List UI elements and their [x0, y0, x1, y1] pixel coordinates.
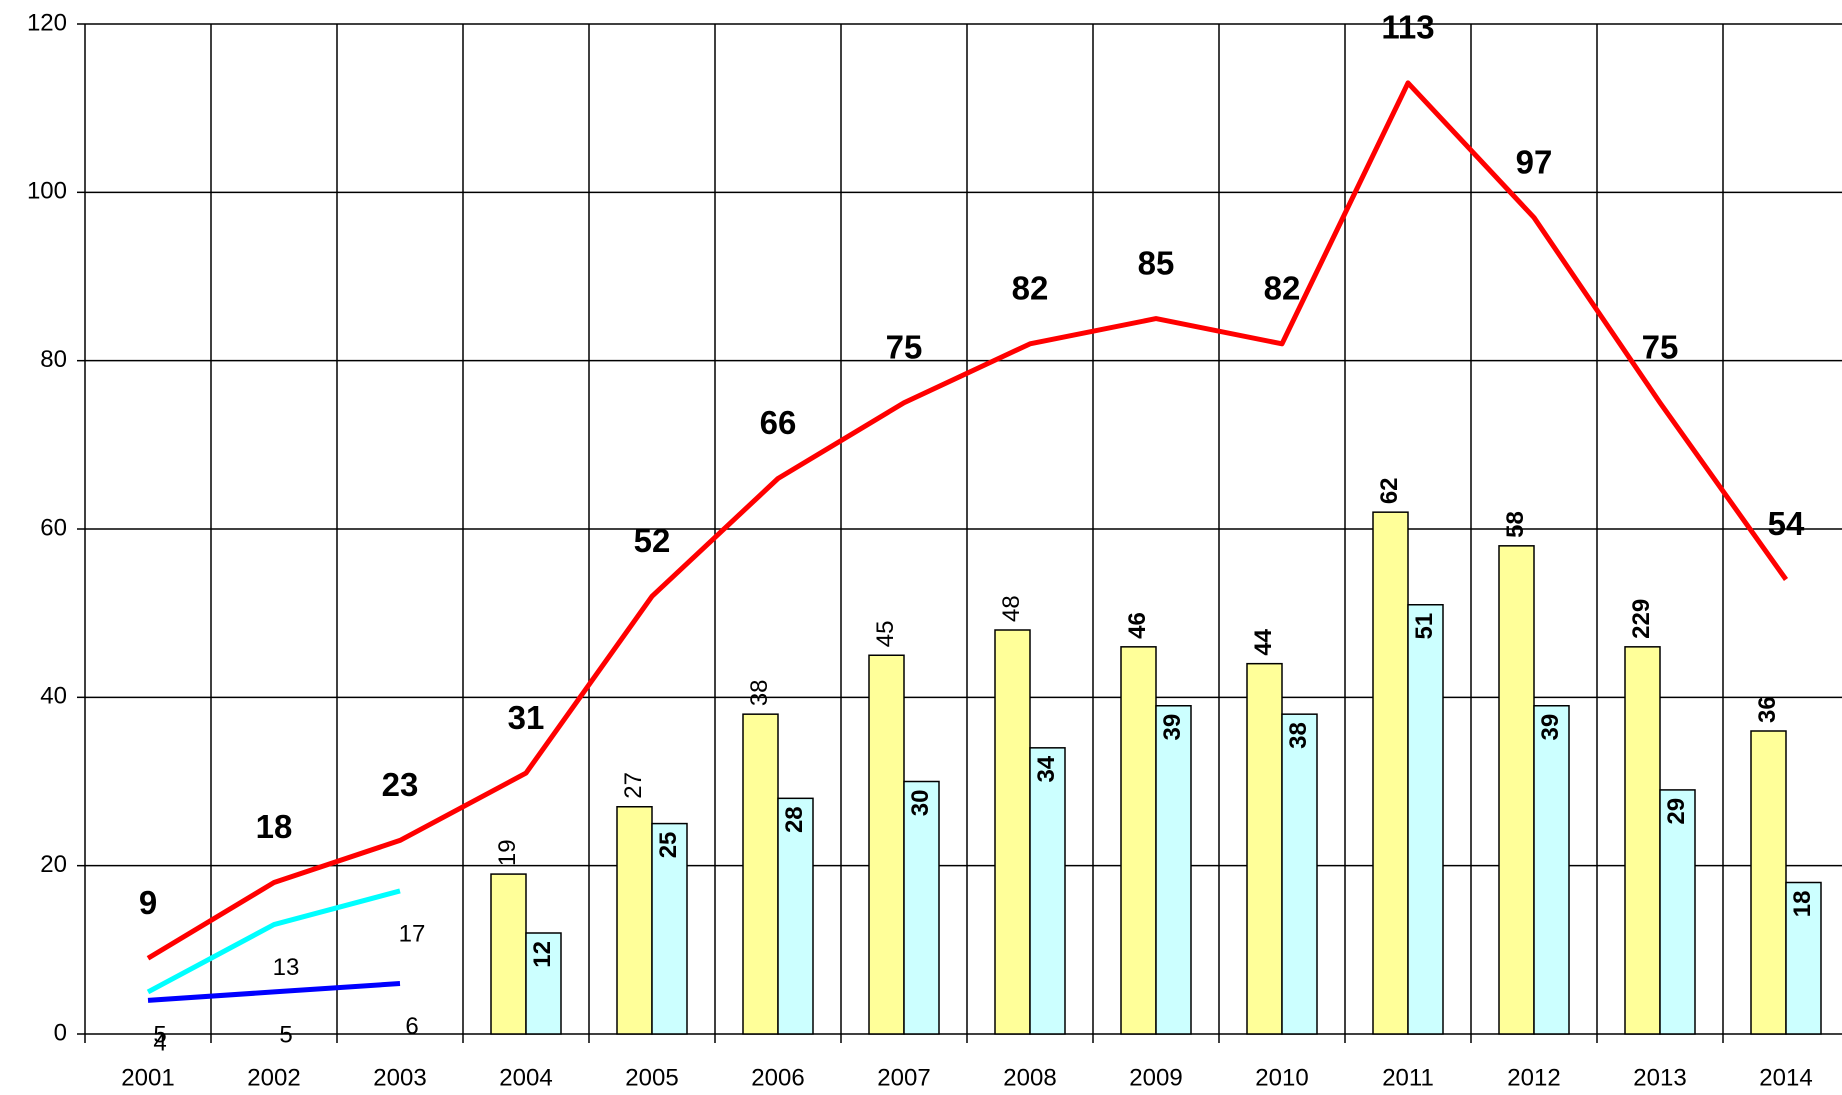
y-tick-label: 20: [40, 851, 67, 878]
line-value-label: 82: [1012, 270, 1049, 307]
bar: [1120, 646, 1157, 1035]
line: [146, 80, 1789, 961]
y-tick-label: 60: [40, 514, 67, 541]
line-value-label: 23: [382, 766, 419, 803]
y-tick-label: 100: [27, 178, 67, 205]
line-value-label: 97: [1516, 143, 1553, 180]
line-value-label: 85: [1138, 244, 1175, 281]
bar-value-label: 62: [1376, 477, 1403, 504]
line: [146, 888, 401, 995]
bar: [651, 822, 688, 1035]
bar-value-label: 58: [1502, 511, 1529, 538]
line-value-label: 5: [279, 1021, 292, 1048]
line-value-label: 13: [273, 954, 300, 981]
bar-value-label: 36: [1754, 696, 1781, 723]
x-tick-label: 2002: [247, 1064, 300, 1091]
x-tick-label: 2014: [1759, 1064, 1812, 1091]
x-tick-label: 2001: [121, 1064, 174, 1091]
bar-value-label: 18: [1789, 891, 1816, 918]
bar: [903, 780, 940, 1035]
line-value-label: 6: [405, 1013, 418, 1040]
line-value-label: 66: [760, 404, 797, 441]
line-value-label: 75: [1642, 328, 1679, 365]
bar-value-label: 38: [1285, 722, 1312, 749]
bar-value-label: 46: [1124, 612, 1151, 639]
bar: [1785, 881, 1822, 1035]
line-value-label: 54: [1768, 505, 1805, 542]
line-value-label: 82: [1264, 270, 1301, 307]
x-tick-label: 2011: [1382, 1064, 1434, 1091]
x-tick-label: 2004: [499, 1064, 552, 1091]
bar: [490, 873, 527, 1035]
line-value-label: 18: [256, 808, 293, 845]
bar-value-label: 29: [1663, 798, 1690, 825]
bar-value-label: 39: [1537, 714, 1564, 741]
line-value-label: 75: [886, 328, 923, 365]
x-tick-label: 2013: [1633, 1064, 1686, 1091]
bar: [525, 932, 562, 1035]
bar: [1155, 705, 1192, 1035]
y-tick-label: 80: [40, 346, 67, 373]
bar: [742, 713, 779, 1035]
bar: [1533, 705, 1570, 1035]
bar-value-label: 28: [781, 806, 808, 833]
bar: [994, 629, 1031, 1035]
x-tick-label: 2012: [1507, 1064, 1560, 1091]
line-value-label: 4: [153, 1030, 166, 1057]
bar-value-label: 34: [1033, 755, 1060, 782]
bar-value-label: 30: [907, 790, 934, 817]
bar-value-label: 39: [1159, 714, 1186, 741]
bar-value-label: 229: [1628, 599, 1655, 639]
bar-value-label: 19: [494, 839, 521, 866]
line-value-label: 113: [1381, 9, 1434, 46]
bar: [1659, 789, 1696, 1035]
bar-value-label: 48: [998, 595, 1025, 622]
bar-value-label: 27: [620, 772, 647, 799]
x-tick-label: 2005: [625, 1064, 678, 1091]
x-tick-label: 2007: [877, 1064, 930, 1091]
line-value-label: 31: [508, 699, 545, 736]
bar: [1246, 662, 1283, 1035]
bar-value-label: 12: [529, 941, 556, 968]
line-value-label: 5: [153, 1021, 166, 1048]
x-tick-label: 2009: [1129, 1064, 1182, 1091]
bar-value-label: 45: [872, 621, 899, 648]
bar: [777, 797, 814, 1035]
bar-value-label: 44: [1250, 628, 1277, 655]
bar: [868, 654, 905, 1035]
line-value-label: 17: [399, 920, 426, 947]
x-tick-label: 2008: [1003, 1064, 1056, 1091]
x-tick-label: 2006: [751, 1064, 804, 1091]
y-tick-label: 0: [54, 1019, 67, 1046]
bar: [1624, 646, 1661, 1035]
bar: [1498, 545, 1535, 1035]
line-value-label: 9: [139, 884, 157, 921]
bar: [616, 806, 653, 1035]
bar: [1372, 511, 1409, 1035]
y-tick-label: 120: [27, 9, 67, 36]
x-tick-label: 2010: [1255, 1064, 1308, 1091]
bar-value-label: 38: [746, 679, 773, 706]
bar: [1407, 604, 1444, 1035]
x-tick-label: 2003: [373, 1064, 426, 1091]
line-value-label: 52: [634, 522, 671, 559]
bar-value-label: 25: [655, 832, 682, 859]
bar: [1281, 713, 1318, 1035]
bar: [1029, 747, 1066, 1035]
bar-value-label: 51: [1411, 613, 1438, 640]
y-tick-label: 40: [40, 683, 67, 710]
bar: [1750, 730, 1787, 1035]
line: [147, 981, 401, 1003]
